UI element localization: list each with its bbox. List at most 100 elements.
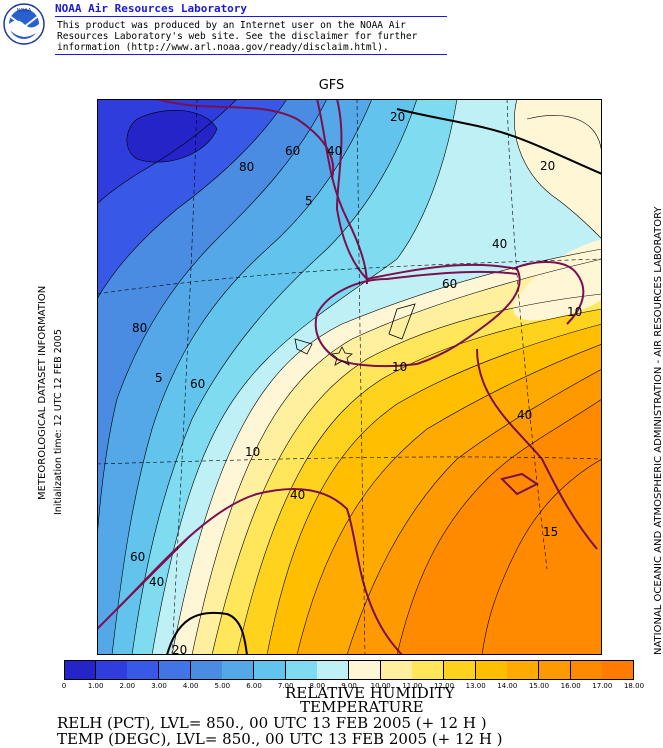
header-divider bbox=[55, 16, 447, 17]
temp-label: 10 bbox=[392, 360, 407, 374]
color-scale-tick: 5.00 bbox=[214, 682, 231, 690]
lake-outline bbox=[294, 338, 313, 355]
rh-label: 40 bbox=[492, 237, 507, 251]
fill-cool-intrusion bbox=[513, 239, 602, 321]
rh-label: 40 bbox=[149, 575, 164, 589]
isotherm-line bbox=[97, 99, 288, 300]
rh-label: 60 bbox=[130, 550, 145, 564]
color-scale-tick: 10.00 bbox=[370, 682, 391, 690]
color-scale-frame bbox=[64, 660, 634, 680]
isotherm-line bbox=[346, 368, 602, 655]
isotherm-line bbox=[526, 115, 602, 160]
color-scale-tick: 17.00 bbox=[592, 682, 613, 690]
longitude-line bbox=[506, 99, 548, 570]
disclaimer-line-2: Resources Laboratory's web site. See the… bbox=[57, 31, 418, 42]
color-swatch bbox=[570, 660, 603, 680]
color-scale-tick: 14.00 bbox=[497, 682, 518, 690]
isotherm-line bbox=[191, 258, 602, 655]
fill-cold-pool bbox=[126, 110, 217, 163]
color-scale-tick: 0 bbox=[61, 682, 67, 690]
rh-label: 80 bbox=[239, 160, 254, 174]
isotherm-line bbox=[266, 323, 602, 655]
side-init-time: Initialization time: 12 UTC 12 FEB 2005 bbox=[53, 329, 64, 515]
isotherm-line bbox=[151, 99, 458, 655]
disclaimer-line-1: This product was produced by an Internet… bbox=[57, 20, 406, 31]
temp-label: 15 bbox=[543, 525, 558, 539]
color-scale-tick: 8.00 bbox=[309, 682, 326, 690]
latitude-line bbox=[97, 258, 602, 295]
color-swatch bbox=[254, 660, 287, 680]
temp-label: 20 bbox=[540, 159, 555, 173]
color-scale-tick: 16.00 bbox=[560, 682, 581, 690]
org-title: NOAA Air Resources Laboratory bbox=[55, 2, 248, 15]
color-swatch bbox=[64, 660, 97, 680]
color-scale-tick: 7.00 bbox=[277, 682, 294, 690]
rh-label: 80 bbox=[132, 321, 147, 335]
rh-contour bbox=[511, 261, 585, 325]
color-scale-tick: 2.00 bbox=[119, 682, 136, 690]
latitude-line bbox=[97, 456, 602, 465]
rh-contour bbox=[97, 538, 188, 630]
lake-outline bbox=[388, 303, 416, 340]
temp-label: 5 bbox=[305, 194, 313, 208]
rh-label: 40 bbox=[327, 144, 342, 158]
star-marker-icon bbox=[331, 346, 353, 366]
model-title: GFS bbox=[318, 78, 345, 93]
rh-label: 40 bbox=[517, 408, 532, 422]
rh-contour bbox=[335, 99, 521, 368]
temp-label: 20 bbox=[172, 643, 187, 655]
fill-warm-tongue bbox=[527, 115, 602, 219]
isotherm-line bbox=[514, 99, 602, 240]
color-swatch bbox=[475, 660, 508, 680]
noaa-seal-icon: NOAA bbox=[3, 3, 45, 45]
color-scale-tick: 3.00 bbox=[151, 682, 167, 690]
field-title-rh: RELATIVE HUMIDITY bbox=[285, 684, 455, 702]
temp-label: 10 bbox=[567, 305, 582, 319]
isotherm-line bbox=[131, 99, 418, 655]
isotherm-line bbox=[97, 99, 328, 540]
footer-line-temp: TEMP (DEGC), LVL= 850., 00 UTC 13 FEB 20… bbox=[57, 730, 503, 748]
isotherm-line bbox=[211, 293, 602, 655]
color-swatch bbox=[412, 660, 445, 680]
color-swatch bbox=[539, 660, 572, 680]
color-swatch bbox=[222, 660, 255, 680]
color-scale-tick: 12.00 bbox=[433, 682, 455, 690]
isotherm-line bbox=[296, 343, 602, 655]
rh-contour bbox=[116, 488, 403, 655]
color-swatch bbox=[127, 660, 160, 680]
color-scale-tick: 1.00 bbox=[87, 682, 104, 690]
map-frame bbox=[97, 99, 602, 655]
color-swatch bbox=[317, 660, 350, 680]
rh-label: 40 bbox=[290, 488, 305, 502]
isotherm-line bbox=[396, 398, 602, 655]
isotherm-line bbox=[481, 458, 602, 655]
header-divider-bottom bbox=[55, 54, 447, 55]
color-scale-tick: 9.00 bbox=[341, 682, 357, 690]
isotherm-20-line bbox=[396, 108, 602, 175]
side-dataset-title: METEOROLOGICAL DATASET INFORMATION bbox=[37, 285, 48, 500]
color-swatch bbox=[190, 660, 223, 680]
temp-label: 10 bbox=[245, 445, 260, 459]
color-swatch bbox=[380, 660, 413, 680]
rh-contour bbox=[314, 270, 518, 360]
forecast-map: 20 20 5 5 10 10 15 10 20 80 60 40 40 60 … bbox=[97, 99, 602, 655]
color-scale-tick: 4.00 bbox=[182, 682, 199, 690]
side-agency-text: NATIONAL OCEANIC AND ATMOSPHERIC ADMINIS… bbox=[653, 206, 663, 655]
svg-text:NOAA: NOAA bbox=[17, 8, 32, 14]
isotherm-line bbox=[236, 308, 602, 655]
color-swatch bbox=[159, 660, 192, 680]
isotherm-20-line bbox=[166, 611, 248, 655]
color-scale-tick: 13.00 bbox=[465, 682, 486, 690]
color-swatch bbox=[349, 660, 382, 680]
color-scale-tick: 6.00 bbox=[246, 682, 262, 690]
color-swatch bbox=[507, 660, 540, 680]
rh-label: 60 bbox=[285, 144, 300, 158]
color-swatch bbox=[95, 660, 128, 680]
rh-label: 60 bbox=[442, 277, 457, 291]
rh-contour bbox=[476, 348, 598, 550]
color-scale-tick: 18.00 bbox=[623, 682, 645, 690]
rh-contour bbox=[316, 99, 368, 285]
temp-label: 5 bbox=[155, 371, 163, 385]
disclaimer-line-3: information (http://www.arl.noaa.gov/rea… bbox=[57, 42, 389, 53]
color-scale-tick: 15.00 bbox=[528, 682, 550, 690]
